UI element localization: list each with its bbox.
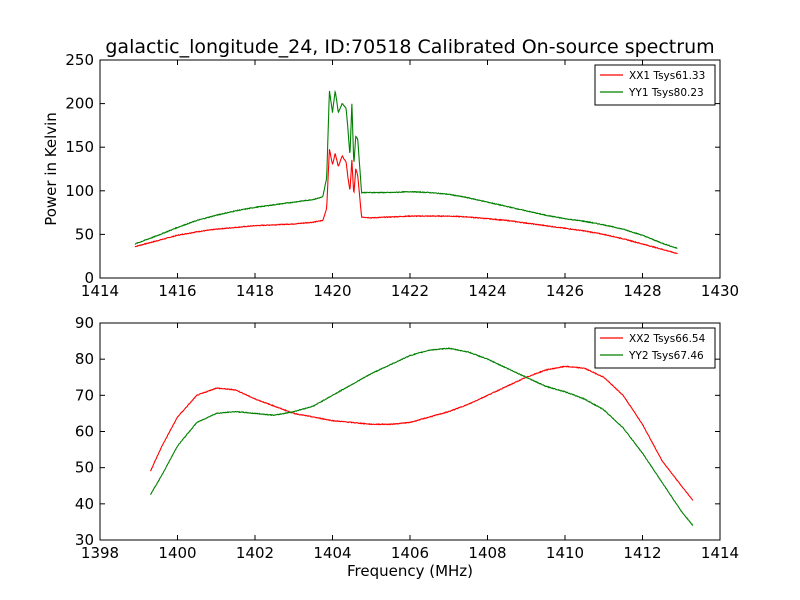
x-axis-label: Frequency (MHz) [347,562,473,580]
x-tick-label: 1402 [236,544,274,562]
x-tick-label: 1414 [81,282,119,300]
y-tick-label: 50 [75,459,94,477]
series-lines [134,89,678,255]
x-tick-label: 1416 [158,282,196,300]
x-tick-label: 1400 [158,544,196,562]
legend-label: XX1 Tsys61.33 [629,70,705,82]
y-tick-label: 40 [75,495,94,513]
legend-box [594,327,716,369]
x-tick-label: 1428 [623,282,661,300]
x-tick-label: 1408 [468,544,506,562]
series-line-1 [149,365,694,501]
legend-label: YY1 Tsys80.23 [628,87,704,99]
x-tick-label: 1412 [623,544,661,562]
x-tick-label: 1414 [701,544,739,562]
lower-spectrum-panel: 1398 1400 1402 1404 1406 1408 1410 1412 1414 30 40… [75,314,739,562]
legend-label: XX2 Tsys66.54 [629,333,706,345]
y-tick-label: 70 [75,386,94,404]
y-tick-label: 0 [84,269,94,287]
legend-label: YY2 Tsys67.46 [628,350,704,362]
series-line-2 [134,89,678,249]
legend: XX2 Tsys66.54 YY2 Tsys67.46 [594,327,716,369]
y-tick-label: 250 [65,51,94,69]
y-tick-label: 30 [75,531,94,549]
y-tick-label: 200 [65,95,94,113]
series-line-1 [134,149,678,255]
y-tick-label: 60 [75,423,94,441]
x-tick-label: 1426 [546,282,584,300]
x-tick-label: 1424 [468,282,506,300]
x-tick-label: 1420 [313,282,351,300]
legend-box [594,64,716,106]
x-tick-label: 1418 [236,282,274,300]
y-tick-label: 150 [65,138,94,156]
x-tick-label: 1430 [701,282,739,300]
x-tick-label: 1398 [81,544,119,562]
y-tick-label: 80 [75,350,94,368]
x-tick-label: 1410 [546,544,584,562]
series-lines [149,347,694,526]
legend: XX1 Tsys61.33 YY1 Tsys80.23 [594,64,716,106]
x-tick-label: 1406 [391,544,429,562]
y-tick-label: 100 [65,182,94,200]
x-tick-label: 1422 [391,282,429,300]
x-tick-label: 1404 [313,544,351,562]
y-tick-label: 50 [75,225,94,243]
series-line-2 [149,347,693,526]
figure-title: galactic_longitude_24, ID:70518 Calibrat… [105,36,714,58]
y-axis-label: Power in Kelvin [42,112,60,226]
y-tick-label: 90 [75,314,94,332]
upper-spectrum-panel: 1414 1416 1418 1420 1422 1424 1426 1428 1430 0 50 1… [42,51,739,300]
